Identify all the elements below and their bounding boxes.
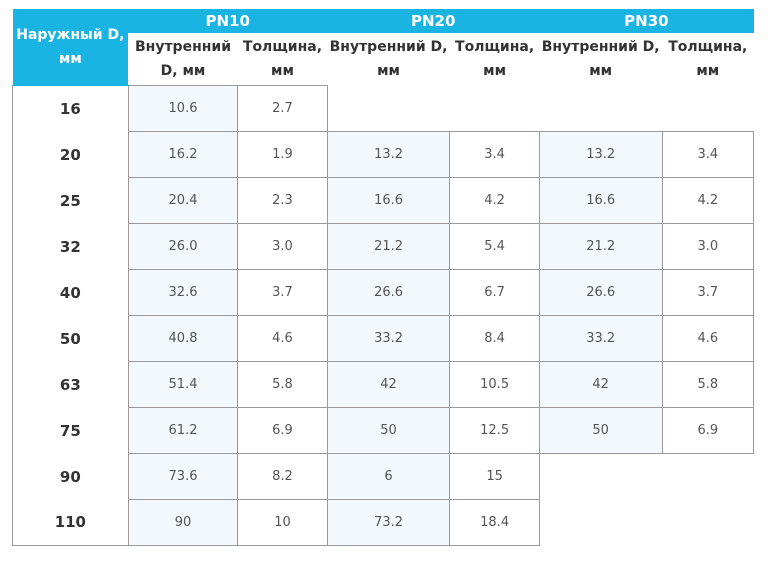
table-row: 110 90 10 73.2 18.4 bbox=[12, 499, 754, 546]
table-row: 20 16.2 1.9 13.2 3.4 13.2 3.4 bbox=[12, 131, 755, 178]
outer-diameter-cell: 16 bbox=[12, 85, 129, 132]
thickness-cell: 18.4 bbox=[449, 499, 540, 546]
thickness-cell: 8.4 bbox=[449, 315, 540, 362]
thickness-cell: 6.9 bbox=[237, 407, 328, 454]
table-row: 75 61.2 6.9 50 12.5 50 6.9 bbox=[12, 407, 755, 454]
inner-diameter-cell: 50 bbox=[326, 407, 451, 454]
outer-diameter-cell: 40 bbox=[12, 269, 129, 316]
inner-diameter-cell: 42 bbox=[538, 361, 663, 408]
inner-diameter-header: Внутренний D, мм bbox=[128, 33, 238, 86]
inner-diameter-cell: 33.2 bbox=[326, 315, 451, 362]
thickness-cell: 3.4 bbox=[661, 131, 755, 178]
thickness-cell: 5.4 bbox=[449, 223, 540, 270]
thickness-cell: 3.7 bbox=[237, 269, 328, 316]
outer-diameter-cell: 75 bbox=[12, 407, 129, 454]
thickness-cell: 3.4 bbox=[449, 131, 540, 178]
inner-diameter-cell: 40.8 bbox=[127, 315, 239, 362]
pipe-dimensions-table: Наружный D, мм PN10 PN20 PN30 Внутренний… bbox=[12, 9, 755, 546]
empty-cell bbox=[449, 85, 540, 132]
group-header-pn30: PN30 bbox=[539, 9, 754, 33]
thickness-cell: 5.8 bbox=[661, 361, 755, 408]
outer-diameter-cell: 63 bbox=[12, 361, 129, 408]
inner-diameter-cell: 61.2 bbox=[127, 407, 239, 454]
outer-diameter-header: Наружный D, мм bbox=[12, 9, 129, 86]
thickness-cell: 4.2 bbox=[661, 177, 755, 224]
inner-diameter-cell: 51.4 bbox=[127, 361, 239, 408]
table-row: 25 20.4 2.3 16.6 4.2 16.6 4.2 bbox=[12, 177, 755, 224]
empty-cell bbox=[662, 85, 754, 132]
outer-diameter-cell: 110 bbox=[12, 499, 129, 546]
inner-diameter-cell: 6 bbox=[326, 453, 451, 500]
inner-diameter-header: Внутренний D, мм bbox=[539, 33, 663, 86]
thickness-cell: 2.3 bbox=[237, 177, 328, 224]
outer-diameter-cell: 32 bbox=[12, 223, 129, 270]
empty-cell bbox=[662, 499, 754, 546]
thickness-cell: 5.8 bbox=[237, 361, 328, 408]
inner-diameter-cell: 42 bbox=[326, 361, 451, 408]
empty-cell bbox=[539, 453, 663, 500]
inner-diameter-cell: 26.6 bbox=[538, 269, 663, 316]
inner-diameter-cell: 16.6 bbox=[538, 177, 663, 224]
outer-diameter-cell: 25 bbox=[12, 177, 129, 224]
inner-diameter-cell: 26.6 bbox=[326, 269, 451, 316]
table-row: 40 32.6 3.7 26.6 6.7 26.6 3.7 bbox=[12, 269, 755, 316]
inner-diameter-cell: 73.6 bbox=[127, 453, 239, 500]
pipe-dimensions-table-wrapper: Наружный D, мм PN10 PN20 PN30 Внутренний… bbox=[12, 9, 755, 546]
table-body: 16 10.6 2.7 20 16.2 1.9 13.2 3.4 13.2 3.4 25 20.4 2.… bbox=[12, 85, 755, 546]
outer-diameter-cell: 20 bbox=[12, 131, 129, 178]
inner-diameter-cell: 20.4 bbox=[127, 177, 239, 224]
thickness-cell: 12.5 bbox=[449, 407, 540, 454]
thickness-cell: 10.5 bbox=[449, 361, 540, 408]
empty-cell bbox=[662, 453, 754, 500]
inner-diameter-cell: 10.6 bbox=[127, 85, 239, 132]
empty-cell bbox=[539, 85, 663, 132]
inner-diameter-cell: 21.2 bbox=[538, 223, 663, 270]
thickness-cell: 8.2 bbox=[237, 453, 328, 500]
thickness-cell: 6.7 bbox=[449, 269, 540, 316]
inner-diameter-cell: 13.2 bbox=[538, 131, 663, 178]
inner-diameter-cell: 13.2 bbox=[326, 131, 451, 178]
thickness-header: Толщина, мм bbox=[662, 33, 754, 86]
table-row: 90 73.6 8.2 6 15 bbox=[12, 453, 754, 500]
outer-diameter-cell: 50 bbox=[12, 315, 129, 362]
outer-diameter-cell: 90 bbox=[12, 453, 129, 500]
table-row: 50 40.8 4.6 33.2 8.4 33.2 4.6 bbox=[12, 315, 755, 362]
thickness-cell: 3.7 bbox=[661, 269, 755, 316]
inner-diameter-cell: 73.2 bbox=[326, 499, 451, 546]
inner-diameter-cell: 26.0 bbox=[127, 223, 239, 270]
inner-diameter-cell: 33.2 bbox=[538, 315, 663, 362]
thickness-cell: 3.0 bbox=[661, 223, 755, 270]
inner-diameter-cell: 32.6 bbox=[127, 269, 239, 316]
thickness-cell: 10 bbox=[237, 499, 328, 546]
empty-cell bbox=[539, 499, 663, 546]
thickness-cell: 4.2 bbox=[449, 177, 540, 224]
inner-diameter-cell: 16.6 bbox=[326, 177, 451, 224]
inner-diameter-header: Внутренний D, мм bbox=[327, 33, 450, 86]
thickness-cell: 15 bbox=[449, 453, 540, 500]
inner-diameter-cell: 90 bbox=[127, 499, 239, 546]
thickness-header: Толщина, мм bbox=[237, 33, 328, 86]
thickness-cell: 1.9 bbox=[237, 131, 328, 178]
inner-diameter-cell: 21.2 bbox=[326, 223, 451, 270]
inner-diameter-cell: 50 bbox=[538, 407, 663, 454]
group-header-pn10: PN10 bbox=[128, 9, 328, 33]
table-row: 16 10.6 2.7 bbox=[12, 85, 754, 132]
table-row: 63 51.4 5.8 42 10.5 42 5.8 bbox=[12, 361, 755, 408]
thickness-cell: 4.6 bbox=[237, 315, 328, 362]
table-row: 32 26.0 3.0 21.2 5.4 21.2 3.0 bbox=[12, 223, 755, 270]
thickness-cell: 4.6 bbox=[661, 315, 755, 362]
empty-cell bbox=[327, 85, 450, 132]
thickness-cell: 3.0 bbox=[237, 223, 328, 270]
thickness-header: Толщина, мм bbox=[449, 33, 540, 86]
thickness-cell: 2.7 bbox=[237, 85, 328, 132]
group-header-pn20: PN20 bbox=[327, 9, 540, 33]
inner-diameter-cell: 16.2 bbox=[127, 131, 239, 178]
thickness-cell: 6.9 bbox=[661, 407, 755, 454]
